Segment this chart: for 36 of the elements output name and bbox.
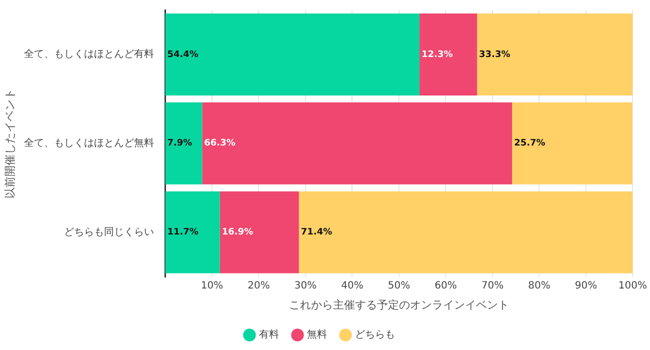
x-tick-label: 10% <box>200 280 224 292</box>
bar <box>477 13 633 96</box>
legend-label: どちらも <box>355 330 395 341</box>
y-tick-label: 全て、もしくはほとんど有料 <box>24 48 154 60</box>
data-label: 16.9% <box>222 228 254 238</box>
x-tick-label: 20% <box>248 280 270 292</box>
data-label: 11.7% <box>167 228 198 238</box>
data-label: 33.3% <box>479 50 510 60</box>
legend-label: 無料 <box>307 328 327 341</box>
data-label: 7.9% <box>167 138 192 149</box>
y-axis-title: 以前開催したイベント <box>3 88 16 198</box>
bar <box>165 191 220 274</box>
bar <box>202 102 512 184</box>
bar <box>220 191 299 274</box>
x-tick-label: 50% <box>388 280 410 292</box>
x-tick-label: 80% <box>528 280 550 292</box>
x-tick-label: 40% <box>341 280 364 292</box>
data-label: 25.7% <box>514 138 546 149</box>
bar <box>165 102 202 184</box>
data-label: 71.4% <box>300 228 332 238</box>
x-tick-label: 30% <box>294 280 317 292</box>
bar <box>298 191 633 274</box>
data-label: 12.3% <box>422 50 453 60</box>
x-tick-label: 100% <box>618 280 647 292</box>
x-axis-title: これから主催する予定のオンラインイベント <box>288 298 509 312</box>
legend-label: 有料 <box>259 328 279 341</box>
x-tick-label: 60% <box>434 280 457 292</box>
x-tick-label: 70% <box>481 280 504 292</box>
bar <box>512 102 632 184</box>
bar <box>165 13 420 96</box>
x-tick-label: 90% <box>574 280 598 292</box>
y-tick-label: 全て、もしくはほとんど無料 <box>24 136 154 149</box>
data-label: 66.3% <box>204 138 236 149</box>
bar <box>420 13 478 96</box>
data-label: 54.4% <box>167 50 198 60</box>
y-tick-label: どちらも同じくらい <box>64 226 154 238</box>
